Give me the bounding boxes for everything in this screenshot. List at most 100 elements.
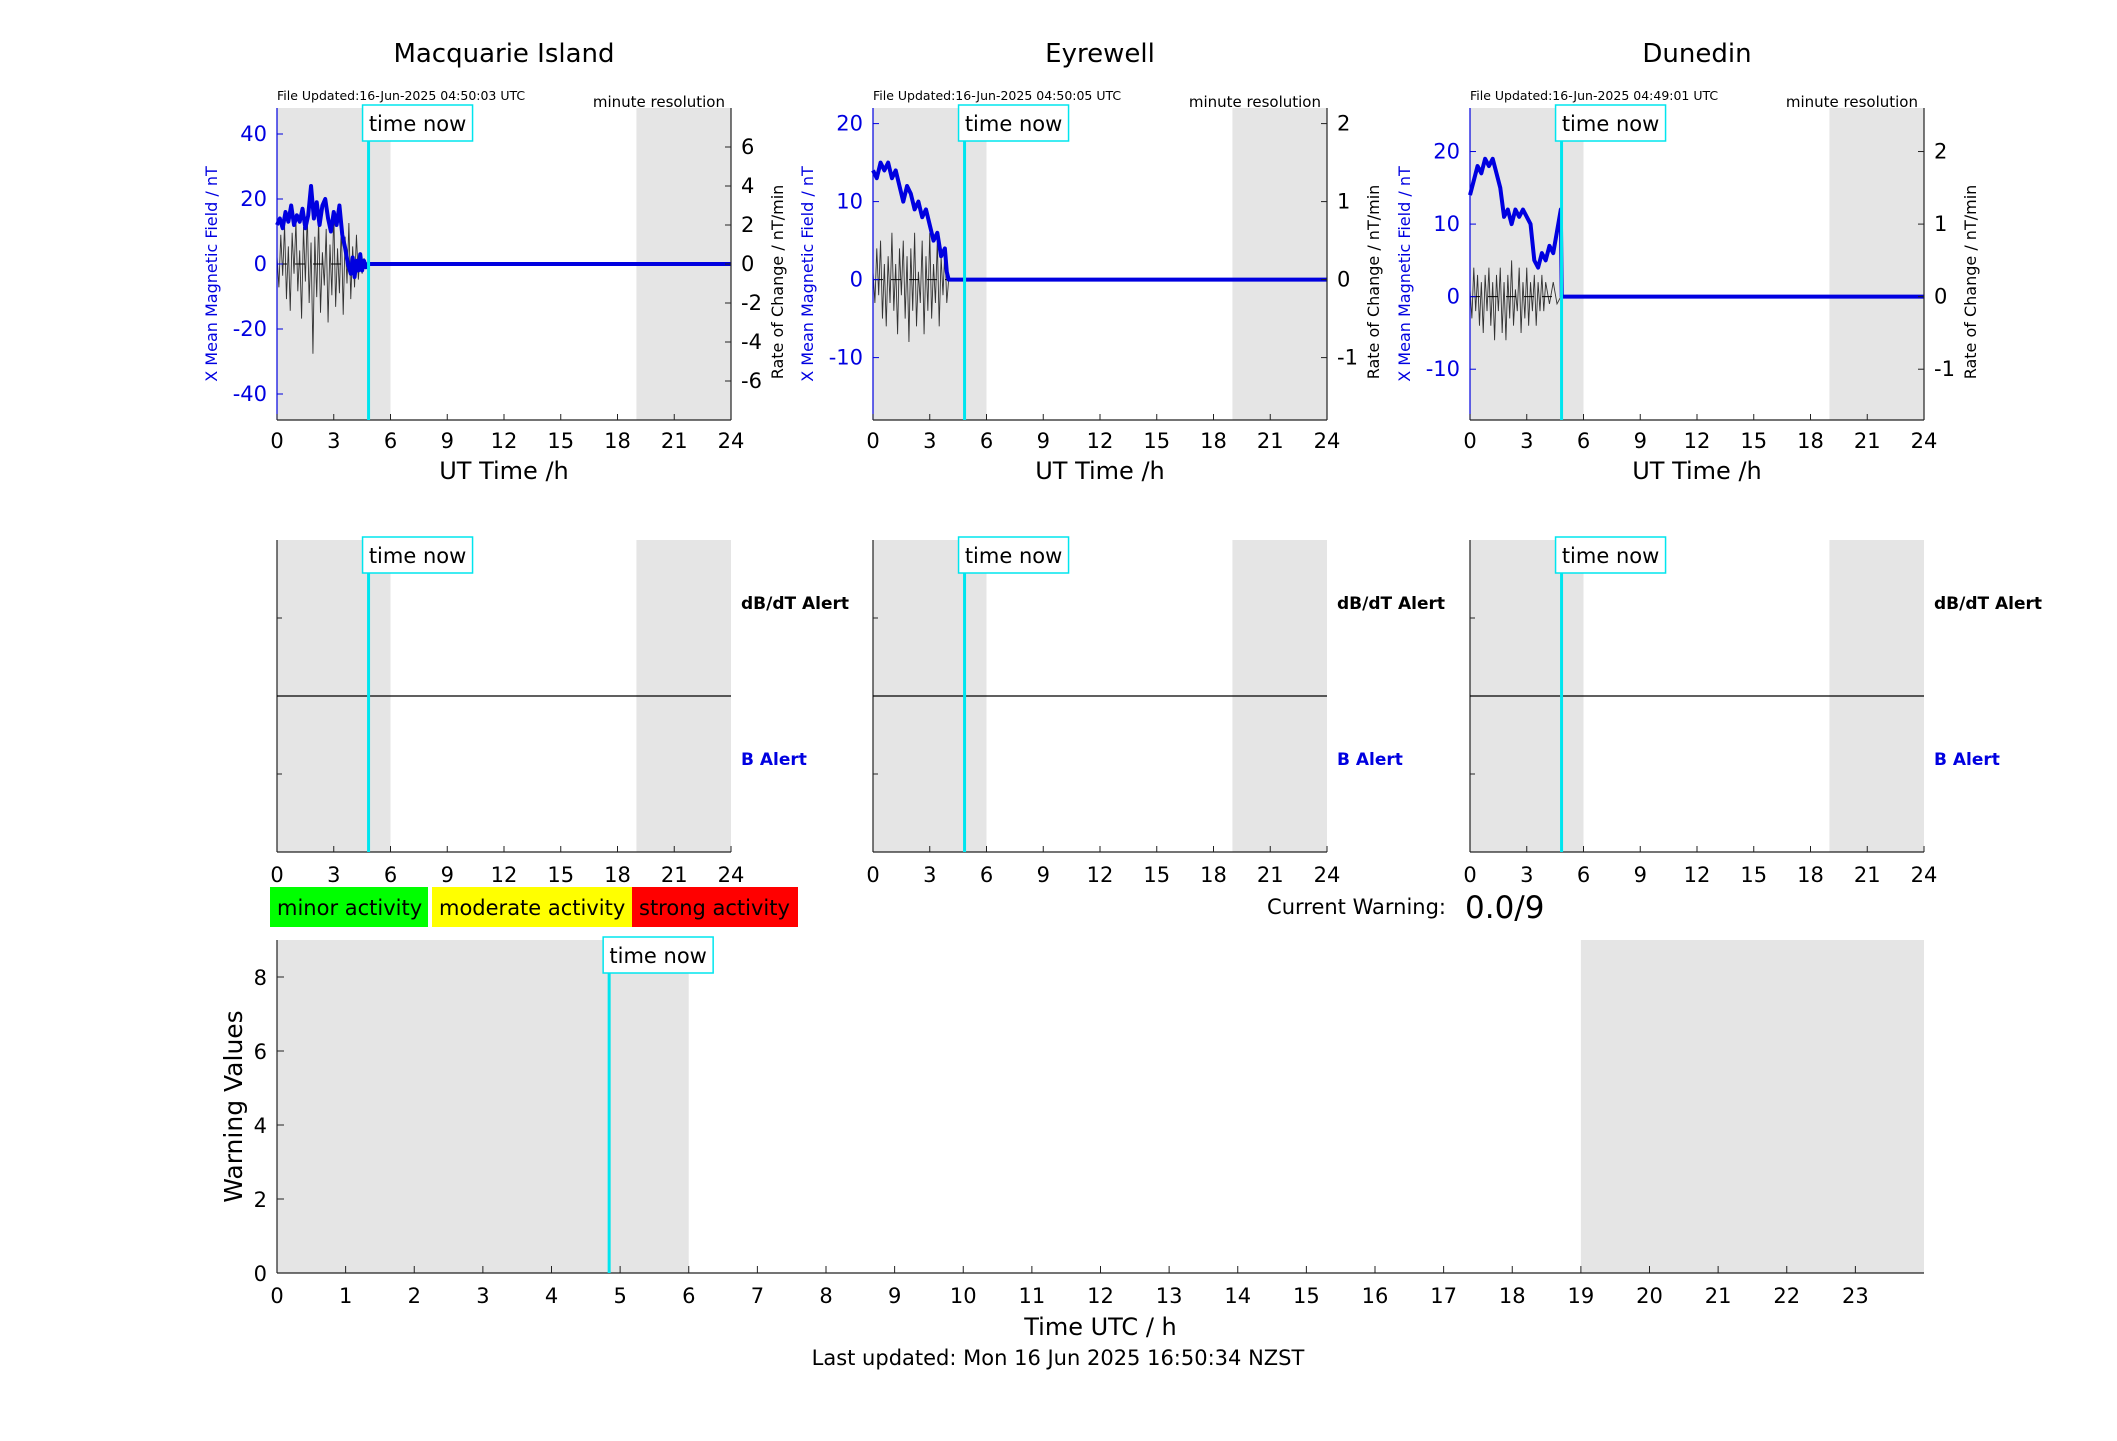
x-tick-label: 12	[1087, 429, 1114, 453]
y-tick-label: 20	[240, 187, 267, 211]
x-tick-label: 0	[270, 1284, 283, 1308]
x-tick-label: 15	[1143, 863, 1170, 887]
x-tick-label: 3	[923, 863, 936, 887]
station-1-panel: Eyrewell File Updated:16-Jun-2025 04:50:0…	[798, 39, 1445, 887]
y-axis-label: X Mean Magnetic Field / nT	[798, 166, 817, 382]
y2-tick-label: 4	[741, 174, 754, 198]
x-tick-label: 6	[682, 1284, 695, 1308]
x-tick-label: 24	[1911, 429, 1938, 453]
y-tick-label: 0	[254, 1262, 267, 1286]
y2-tick-label: -1	[1934, 357, 1955, 381]
x-tick-label: 15	[547, 863, 574, 887]
y2-tick-label: 2	[1337, 112, 1350, 136]
station-0-panel: Macquarie Island File Updated:16-Jun-2025…	[202, 39, 849, 887]
y2-tick-label: -1	[1337, 346, 1358, 370]
x-tick-label: 0	[1463, 429, 1476, 453]
y2-tick-label: 0	[1337, 268, 1350, 292]
x-tick-label: 20	[1636, 1284, 1663, 1308]
x-tick-label: 15	[547, 429, 574, 453]
y-tick-label: 0	[1447, 285, 1460, 309]
x-tick-label: 24	[1314, 429, 1341, 453]
x-tick-label: 13	[1156, 1284, 1183, 1308]
x-tick-label: 5	[613, 1284, 626, 1308]
y-axis-label: X Mean Magnetic Field / nT	[202, 166, 221, 382]
x-tick-label: 3	[327, 863, 340, 887]
magnetic-field-series	[1468, 156, 1924, 299]
dbdt-alert-label: dB/dT Alert	[1934, 594, 2042, 614]
x-axis-label: Time UTC / h	[1023, 1313, 1177, 1341]
x-tick-label: 12	[491, 429, 518, 453]
time-now-label: time now	[609, 944, 706, 968]
night-shading	[277, 940, 689, 1273]
x-axis-label: UT Time /h	[439, 457, 569, 485]
x-tick-label: 9	[1634, 863, 1647, 887]
y-axis-label: Warning Values	[219, 1010, 248, 1202]
x-tick-label: 24	[718, 429, 745, 453]
b-alert-label: B Alert	[1934, 750, 2000, 770]
y2-tick-label: 0	[741, 252, 754, 276]
rate-of-change-series	[872, 232, 950, 343]
x-tick-label: 18	[1797, 863, 1824, 887]
time-now-label: time now	[1562, 544, 1659, 568]
y-tick-label: 0	[254, 252, 267, 276]
b-alert-label: B Alert	[741, 750, 807, 770]
dbdt-alert-label: dB/dT Alert	[741, 594, 849, 614]
x-tick-label: 6	[1577, 863, 1590, 887]
magnetic-field-series	[275, 184, 731, 279]
x-tick-label: 12	[1087, 863, 1114, 887]
x-tick-label: 2	[408, 1284, 421, 1308]
x-axis-label: UT Time /h	[1035, 457, 1165, 485]
station-title: Dunedin	[1642, 39, 1751, 69]
x-tick-label: 11	[1019, 1284, 1046, 1308]
night-shading	[1829, 108, 1924, 420]
x-tick-label: 9	[441, 863, 454, 887]
legend-swatch	[632, 887, 798, 927]
legend-swatch	[270, 887, 428, 927]
x-tick-label: 12	[1087, 1284, 1114, 1308]
resolution-label: minute resolution	[1786, 93, 1918, 111]
x-tick-label: 18	[1797, 429, 1824, 453]
x-tick-label: 21	[1257, 863, 1284, 887]
x-tick-label: 16	[1362, 1284, 1389, 1308]
file-updated: File Updated:16-Jun-2025 04:49:01 UTC	[1470, 88, 1718, 103]
y-tick-label: 40	[240, 122, 267, 146]
x-tick-label: 21	[1257, 429, 1284, 453]
y-tick-label: 8	[254, 966, 267, 990]
y-tick-label: 20	[1433, 140, 1460, 164]
legend-item: moderate activity	[432, 887, 632, 927]
time-now-box	[1554, 104, 1667, 142]
x-tick-label: 3	[476, 1284, 489, 1308]
night-shading	[873, 108, 987, 420]
y2-tick-label: 0	[1934, 285, 1947, 309]
legend-item: strong activity	[632, 887, 798, 927]
y-tick-label: -40	[233, 382, 267, 406]
night-shading	[1580, 940, 1924, 1273]
y2-tick-label: 2	[1934, 140, 1947, 164]
y-tick-label: 10	[1433, 212, 1460, 236]
time-now-label: time now	[369, 544, 466, 568]
dbdt-alert-label: dB/dT Alert	[1337, 594, 1445, 614]
time-now-label: time now	[965, 544, 1062, 568]
file-updated: File Updated:16-Jun-2025 04:50:03 UTC	[277, 88, 525, 103]
station-title: Eyrewell	[1045, 39, 1155, 69]
x-tick-label: 23	[1842, 1284, 1869, 1308]
x-tick-label: 3	[1520, 863, 1533, 887]
x-tick-label: 18	[1200, 429, 1227, 453]
x-tick-label: 21	[661, 429, 688, 453]
y-tick-label: 6	[254, 1040, 267, 1064]
magnetic-field-series	[871, 160, 1327, 282]
x-tick-label: 17	[1430, 1284, 1457, 1308]
resolution-label: minute resolution	[1189, 93, 1321, 111]
x-tick-label: 15	[1740, 429, 1767, 453]
x-tick-label: 0	[270, 863, 283, 887]
warning-time-now: time now	[602, 936, 714, 974]
x-tick-label: 18	[1499, 1284, 1526, 1308]
y-tick-label: 0	[850, 268, 863, 292]
y2-axis-label: Rate of Change / nT/min	[768, 185, 787, 380]
x-tick-label: 14	[1224, 1284, 1251, 1308]
y2-tick-label: -6	[741, 369, 762, 393]
x-tick-label: 6	[384, 429, 397, 453]
x-tick-label: 24	[1314, 863, 1341, 887]
x-tick-label: 21	[1705, 1284, 1732, 1308]
